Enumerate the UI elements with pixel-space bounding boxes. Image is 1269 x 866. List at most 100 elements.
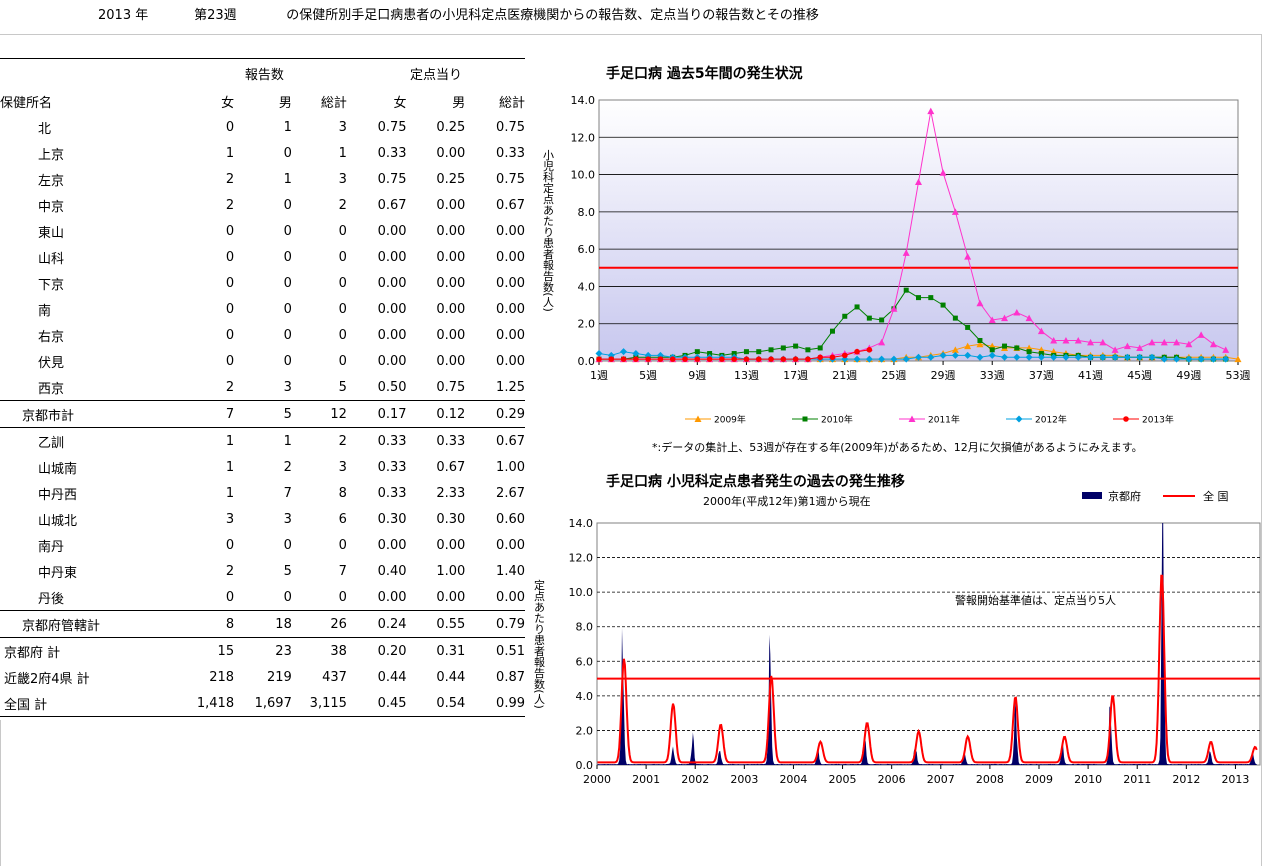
chart1-data-point (964, 342, 972, 350)
table-row: 上京 1 0 1 0.33 0.00 0.33 (0, 140, 525, 166)
chart1-data-point (1099, 353, 1107, 361)
row-value: 5 (283, 563, 292, 579)
row-value: 0.45 (346, 690, 407, 717)
chart1-legend-label: 2013年 (1142, 414, 1174, 426)
row-value: 0.00 (377, 301, 407, 317)
chart1-ytick-label: 4.0 (578, 280, 596, 293)
chart1-data-point (1123, 353, 1131, 361)
row-name: 京都府管轄計 (0, 610, 182, 638)
row-value: 0 (225, 537, 235, 553)
row-value: 0.67 (436, 459, 466, 475)
chart1-data-point (866, 315, 872, 321)
row-value: 0 (283, 301, 292, 317)
chart2-ytick-label: 2.0 (576, 724, 594, 737)
chart2-ylabel: 定点あたり患者報告数(人) (533, 578, 546, 709)
row-value: 3 (338, 459, 347, 475)
chart1-xtick-label: 25週 (881, 369, 906, 382)
row-name: 山城南 (38, 461, 78, 477)
row-value: 0.00 (436, 223, 466, 239)
row-value: 0 (338, 275, 347, 291)
chart1-data-point (780, 356, 787, 362)
row-value: 1 (283, 119, 292, 135)
chart1-data-point (1222, 355, 1230, 363)
row-value: 0.00 (436, 145, 466, 161)
chart2-ytick-label: 14.0 (569, 517, 594, 530)
table-header-group-row: 報告数 定点当り (0, 58, 525, 88)
frame-top-line (0, 34, 1262, 35)
row-value: 0.00 (377, 537, 407, 553)
title-text: の保健所別手足口病患者の小児科定点医療機関からの報告数、定点当りの報告数とその推… (286, 8, 819, 23)
chart1-data-point (878, 338, 886, 346)
row-value: 0.00 (496, 301, 525, 317)
row-name: 伏見 (38, 355, 65, 371)
row-value: 2.67 (496, 485, 525, 501)
chart1-ytick-label: 6.0 (578, 243, 596, 256)
row-value: 2 (338, 433, 347, 449)
chart1-data-point (792, 356, 799, 362)
row-value: 0.44 (436, 669, 466, 685)
row-value: 0.87 (496, 669, 525, 685)
row-value: 0.25 (436, 119, 466, 135)
chart1-legend-item: 2013年 (1113, 414, 1174, 426)
row-name: 中丹東 (38, 565, 78, 581)
row-value: 0 (225, 249, 235, 265)
frame-right-line (1261, 34, 1262, 866)
chart2-xtick-label: 2004 (779, 773, 807, 786)
chart1-data-point (902, 355, 910, 363)
chart1-data-point (743, 356, 750, 362)
chart1-data-point (1050, 336, 1058, 344)
chart2-ytick-label: 10.0 (569, 586, 594, 599)
row-value: 2.33 (436, 485, 466, 501)
chart1-data-point (841, 352, 848, 359)
row-name: 京都府 計 (4, 645, 61, 661)
row-value: 0 (338, 301, 347, 317)
chart1-plot-area (598, 99, 1239, 362)
row-value: 0.00 (436, 275, 466, 291)
chart1-data-point (657, 356, 664, 362)
chart1-data-point (1136, 353, 1144, 361)
chart2-xtick-label: 2008 (976, 773, 1004, 786)
row-value: 3 (283, 379, 292, 395)
five-year-note: *:データの集計上、53週が存在する年(2009年)があるため、12月に欠損値が… (652, 441, 1143, 454)
chart2-xtick-label: 2009 (1025, 773, 1053, 786)
chart1-data-point (645, 356, 651, 362)
row-value: 0.00 (496, 589, 525, 605)
row-name: 中丹西 (38, 487, 78, 503)
table-row: 京都府 計 15 23 38 0.20 0.31 0.51 (0, 638, 525, 665)
chart1-data-point (989, 347, 995, 353)
row-value: 0 (283, 353, 292, 369)
row-value: 1,697 (234, 690, 292, 717)
row-value: 0 (283, 197, 292, 213)
chart1-data-point (1185, 355, 1193, 363)
row-value: 6 (338, 511, 347, 527)
page-title: 2013 年 第23週 の保健所別手足口病患者の小児科定点医療機関からの報告数、… (98, 4, 819, 23)
row-value: 0 (338, 327, 347, 343)
table-row: 山科 0 0 0 0.00 0.00 0.00 (0, 244, 525, 270)
table-row: 丹後 0 0 0 0.00 0.00 0.00 (0, 584, 525, 611)
chart1-data-point (988, 351, 996, 359)
chart1-xtick-label: 33週 (980, 369, 1005, 382)
row-value: 0 (283, 223, 292, 239)
chart1-xtick-label: 53週 (1226, 369, 1251, 382)
frame-left-line (0, 720, 1, 866)
chart1-ytick-label: 0.0 (578, 355, 596, 368)
row-value: 0 (225, 353, 235, 369)
row-value: 5 (234, 400, 292, 428)
chart1-data-point (706, 356, 713, 362)
legend-swatch-marker (1015, 415, 1023, 423)
row-value: 0.31 (436, 643, 466, 659)
row-value: 2 (225, 171, 235, 187)
chart1-data-point (902, 249, 910, 256)
row-value: 0.00 (496, 353, 525, 369)
table-row: 中丹西 1 7 8 0.33 2.33 2.67 (0, 480, 525, 506)
row-name: 東山 (38, 225, 65, 241)
chart1-data-point (951, 346, 959, 353)
row-value: 3 (225, 511, 235, 527)
table-row: 全国 計 1,418 1,697 3,115 0.45 0.54 0.99 (0, 690, 525, 717)
chart1-xtick-label: 17週 (783, 369, 808, 382)
chart1-data-point (1014, 345, 1020, 351)
row-value: 0 (338, 223, 347, 239)
title-year: 2013 年 (98, 8, 149, 23)
row-value: 1 (225, 459, 235, 475)
chart1-data-point (1197, 331, 1205, 338)
